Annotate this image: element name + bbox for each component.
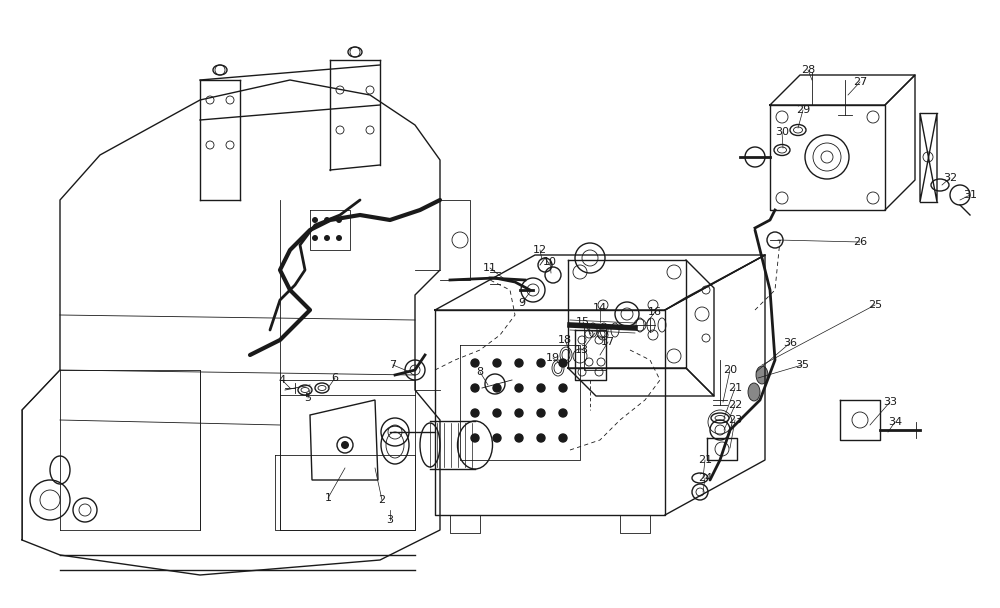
Circle shape [537,359,545,367]
Text: 15: 15 [576,317,590,327]
Text: 3: 3 [386,515,394,525]
Text: 10: 10 [543,257,557,267]
Circle shape [559,434,567,442]
Text: 14: 14 [593,303,607,313]
Text: 5: 5 [304,393,312,403]
Text: 19: 19 [546,353,560,363]
Text: 33: 33 [883,397,897,407]
Circle shape [336,235,342,241]
Circle shape [471,434,479,442]
Text: 29: 29 [796,105,810,115]
Text: 31: 31 [963,190,977,200]
Text: 18: 18 [558,335,572,345]
Circle shape [559,384,567,392]
Text: 21: 21 [728,383,742,393]
Text: 13: 13 [575,345,589,355]
Text: 25: 25 [868,300,882,310]
Circle shape [537,384,545,392]
Text: 35: 35 [795,360,809,370]
Text: 32: 32 [943,173,957,183]
Circle shape [471,359,479,367]
Text: 21: 21 [698,455,712,465]
Circle shape [471,384,479,392]
Circle shape [537,409,545,417]
Text: 24: 24 [698,473,712,483]
Circle shape [493,359,501,367]
Circle shape [493,434,501,442]
Circle shape [493,384,501,392]
Text: 8: 8 [476,367,484,377]
Circle shape [515,409,523,417]
Text: 1: 1 [324,493,332,503]
Text: 28: 28 [801,65,815,75]
Text: 23: 23 [728,415,742,425]
Circle shape [559,409,567,417]
Text: 26: 26 [853,237,867,247]
Text: 16: 16 [648,307,662,317]
Text: 2: 2 [378,495,386,505]
Circle shape [692,484,708,500]
Text: 36: 36 [783,338,797,348]
Text: 6: 6 [332,373,338,383]
Circle shape [559,359,567,367]
Text: 30: 30 [775,127,789,137]
Ellipse shape [748,383,760,401]
Circle shape [341,441,349,449]
Text: 4: 4 [278,375,286,385]
Circle shape [493,409,501,417]
Circle shape [537,434,545,442]
Text: 17: 17 [601,337,615,347]
Circle shape [515,359,523,367]
Text: 27: 27 [853,77,867,87]
Circle shape [471,409,479,417]
Text: 34: 34 [888,417,902,427]
Circle shape [515,434,523,442]
Text: 20: 20 [723,365,737,375]
Text: 22: 22 [728,400,742,410]
Circle shape [336,217,342,223]
Circle shape [324,217,330,223]
Circle shape [515,384,523,392]
Text: 7: 7 [389,360,397,370]
Text: 11: 11 [483,263,497,273]
Ellipse shape [756,366,768,384]
Circle shape [312,235,318,241]
Circle shape [324,235,330,241]
Text: 12: 12 [533,245,547,255]
Circle shape [312,217,318,223]
Text: 9: 9 [518,298,526,308]
